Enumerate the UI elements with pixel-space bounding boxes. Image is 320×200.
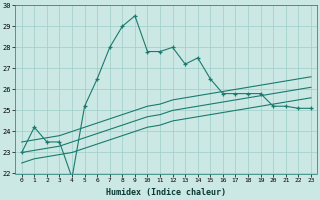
X-axis label: Humidex (Indice chaleur): Humidex (Indice chaleur) (106, 188, 226, 197)
